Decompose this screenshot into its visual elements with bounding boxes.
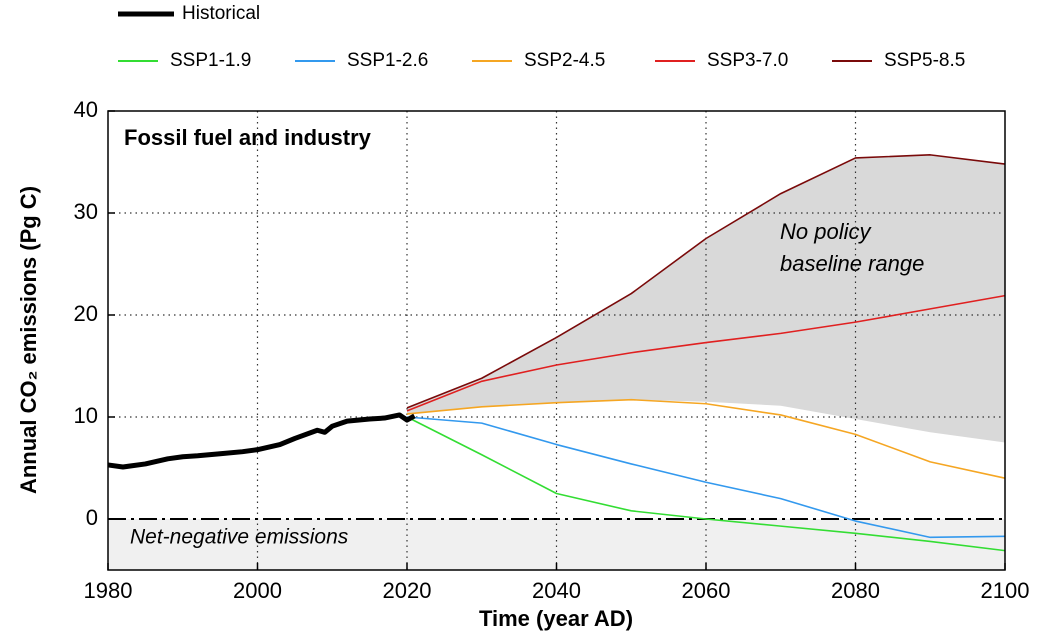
series-line — [406, 154, 1006, 409]
legend-label: SSP1-2.6 — [347, 50, 428, 71]
legend-label: SSP5-8.5 — [884, 50, 965, 71]
legend-label: SSP2-4.5 — [524, 50, 605, 71]
x-tick-label: 2040 — [532, 578, 581, 603]
y-tick-label: 40 — [74, 97, 98, 122]
x-tick-label: 2020 — [383, 578, 432, 603]
series-line — [406, 294, 1006, 412]
y-tick-label: 30 — [74, 199, 98, 224]
series-line — [406, 416, 1006, 552]
series-line — [406, 398, 1006, 479]
x-tick-label: 1980 — [84, 578, 133, 603]
series-line — [107, 412, 416, 470]
plot-frame — [107, 110, 1006, 571]
legend-label: Historical — [182, 3, 260, 24]
y-axis-label: Annual CO₂ emissions (Pg C) — [16, 186, 41, 494]
band-label: No policy baseline range — [780, 219, 924, 276]
legend-label: SSP3-7.0 — [707, 50, 788, 71]
y-tick-label: 10 — [74, 403, 98, 428]
y-tick-label: 20 — [74, 301, 98, 326]
x-tick-label: 2080 — [831, 578, 880, 603]
chart-title: Fossil fuel and industry — [124, 125, 372, 150]
series-line — [406, 416, 1006, 539]
negative-region — [108, 519, 1005, 570]
y-tick-label: 0 — [86, 505, 98, 530]
negative-region-label: Net-negative emissions — [130, 526, 349, 549]
x-axis-label: Time (year AD) — [479, 606, 633, 631]
legend-label: SSP1-1.9 — [170, 50, 251, 71]
x-tick-label: 2060 — [682, 578, 731, 603]
x-tick-label: 2100 — [981, 578, 1030, 603]
x-tick-label: 2000 — [233, 578, 282, 603]
